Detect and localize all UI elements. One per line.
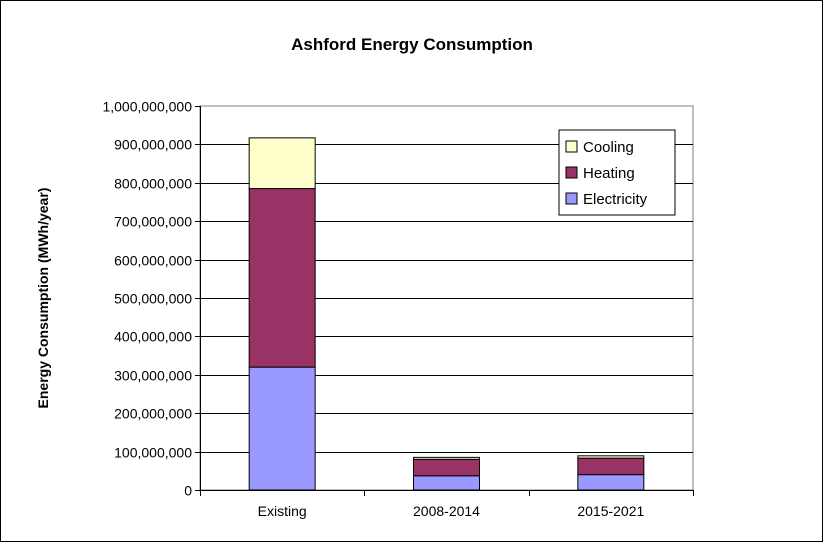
legend-label: Electricity xyxy=(583,191,648,208)
y-tick-label: 200,000,000 xyxy=(114,406,192,422)
y-tick-label: 500,000,000 xyxy=(114,291,192,307)
bar-segment-electricity xyxy=(249,367,315,490)
y-tick-label: 800,000,000 xyxy=(114,176,192,192)
legend-label: Cooling xyxy=(583,139,634,156)
y-tick-label: 600,000,000 xyxy=(114,253,192,269)
y-tick-label: 700,000,000 xyxy=(114,214,192,230)
legend: Cooling Heating Electricity xyxy=(559,130,675,215)
bar-segment-cooling xyxy=(578,456,644,458)
bar-segment-heating xyxy=(578,458,644,475)
bar-segment-cooling xyxy=(249,138,315,189)
bar-segment-cooling xyxy=(414,457,480,459)
legend-swatch xyxy=(566,141,577,152)
legend-label: Heating xyxy=(583,165,635,182)
y-tick-label: 400,000,000 xyxy=(114,329,192,345)
y-axis-label: Energy Consumption (MWh/year) xyxy=(35,188,51,409)
y-tick-label: 900,000,000 xyxy=(114,137,192,153)
bar-segment-electricity xyxy=(578,475,644,490)
y-tick-label: 300,000,000 xyxy=(114,368,192,384)
bar-segment-heating xyxy=(249,189,315,368)
chart-title: Ashford Energy Consumption xyxy=(291,35,533,54)
y-tick-label: 0 xyxy=(184,483,192,499)
bar-segment-electricity xyxy=(414,476,480,490)
y-tick-label: 1,000,000,000 xyxy=(102,99,192,115)
y-tick-label: 100,000,000 xyxy=(114,445,192,461)
legend-swatch xyxy=(566,193,577,204)
legend-swatch xyxy=(566,167,577,178)
x-tick-label: 2015-2021 xyxy=(577,503,644,519)
x-tick-label: 2008-2014 xyxy=(413,503,480,519)
x-tick-label: Existing xyxy=(258,503,307,519)
bar-segment-heating xyxy=(414,459,480,476)
